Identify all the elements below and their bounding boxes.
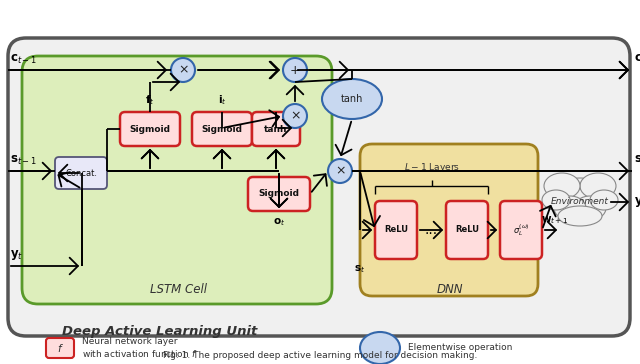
Ellipse shape [558, 206, 602, 226]
FancyBboxPatch shape [120, 112, 180, 146]
Text: Environment: Environment [551, 198, 609, 206]
Ellipse shape [328, 159, 352, 183]
Text: $\times$: $\times$ [290, 110, 300, 123]
Text: $\times$: $\times$ [335, 165, 346, 178]
Ellipse shape [283, 58, 307, 82]
Ellipse shape [590, 190, 618, 210]
Text: Sigmoid: Sigmoid [129, 124, 170, 134]
Text: $\mathbf{y}_t$: $\mathbf{y}_t$ [10, 248, 23, 262]
Text: Sigmoid: Sigmoid [259, 190, 300, 198]
FancyBboxPatch shape [55, 157, 107, 189]
FancyBboxPatch shape [375, 201, 417, 259]
Text: $+$: $+$ [289, 63, 301, 76]
FancyBboxPatch shape [360, 144, 538, 296]
Text: ReLU: ReLU [384, 226, 408, 234]
Text: $f$: $f$ [56, 342, 63, 354]
FancyBboxPatch shape [8, 38, 630, 336]
Text: ReLU: ReLU [455, 226, 479, 234]
Text: LSTM Cell: LSTM Cell [150, 283, 207, 296]
FancyBboxPatch shape [248, 177, 310, 211]
FancyBboxPatch shape [22, 56, 332, 304]
Ellipse shape [322, 79, 382, 119]
Ellipse shape [574, 196, 606, 220]
Ellipse shape [544, 173, 580, 199]
Text: Neural network layer
with activation function $f$: Neural network layer with activation fun… [82, 337, 197, 359]
Text: ...: ... [425, 223, 438, 237]
Text: $\times$: $\times$ [178, 63, 188, 76]
Ellipse shape [580, 173, 616, 199]
Text: $\mathbf{c}_{t-1}$: $\mathbf{c}_{t-1}$ [10, 53, 37, 66]
Text: $\mathbf{i}_t$: $\mathbf{i}_t$ [218, 93, 227, 107]
FancyBboxPatch shape [46, 338, 74, 358]
Text: $\mathbf{y}_{t+1}$: $\mathbf{y}_{t+1}$ [634, 195, 640, 209]
Text: $\mathbf{w}_{t+1}$: $\mathbf{w}_{t+1}$ [541, 214, 569, 226]
Text: $\mathbf{s}_t$: $\mathbf{s}_t$ [634, 154, 640, 167]
Text: tanh: tanh [264, 124, 288, 134]
Ellipse shape [558, 178, 602, 210]
Ellipse shape [171, 58, 195, 82]
Text: Deep Active Learning Unit: Deep Active Learning Unit [62, 324, 258, 337]
Ellipse shape [283, 104, 307, 128]
Text: Fig. 1. The proposed deep active learning model for decision making.: Fig. 1. The proposed deep active learnin… [163, 351, 477, 360]
Text: $\mathbf{f}_t$: $\mathbf{f}_t$ [145, 93, 155, 107]
Text: $\sigma_L^{(\omega)}$: $\sigma_L^{(\omega)}$ [513, 222, 529, 238]
Text: Sigmoid: Sigmoid [202, 124, 243, 134]
Ellipse shape [360, 332, 400, 364]
Text: DNN: DNN [436, 283, 463, 296]
Text: $\mathbf{o}_t$: $\mathbf{o}_t$ [273, 216, 285, 228]
Text: $\mathbf{c}_t$: $\mathbf{c}_t$ [634, 53, 640, 66]
Text: tanh: tanh [341, 94, 363, 104]
Text: Concat.: Concat. [65, 169, 97, 178]
Text: Elementwise operation: Elementwise operation [408, 344, 513, 352]
Ellipse shape [554, 196, 586, 220]
Ellipse shape [542, 190, 570, 210]
Text: $\mathbf{s}_t$: $\mathbf{s}_t$ [355, 263, 365, 275]
FancyBboxPatch shape [192, 112, 252, 146]
FancyBboxPatch shape [500, 201, 542, 259]
FancyBboxPatch shape [252, 112, 300, 146]
Text: $\mathbf{s}_{t-1}$: $\mathbf{s}_{t-1}$ [10, 154, 37, 167]
FancyBboxPatch shape [446, 201, 488, 259]
Text: $L-1$ Layers: $L-1$ Layers [403, 161, 460, 174]
